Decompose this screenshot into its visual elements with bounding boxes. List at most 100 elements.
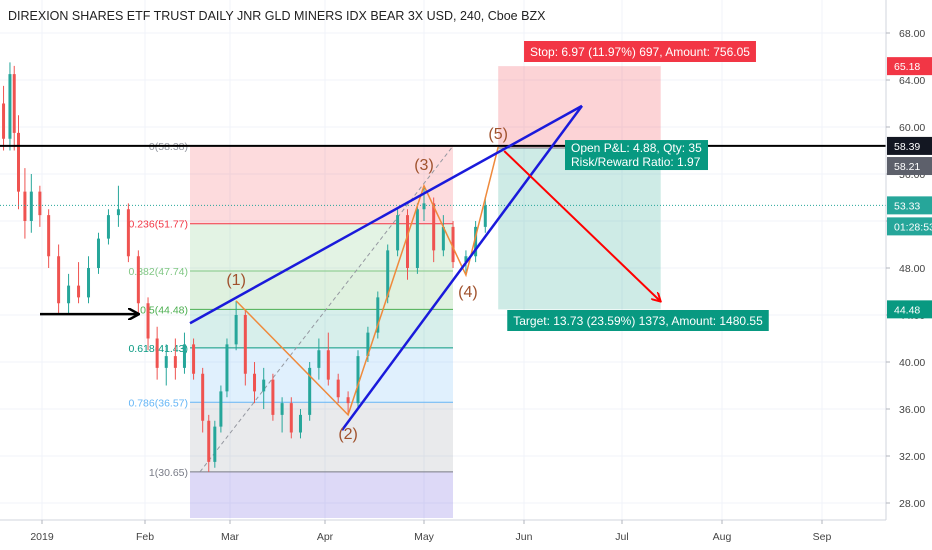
price-badge: [887, 196, 932, 215]
fib-level-label: 0.382(47.74): [128, 266, 188, 278]
candle-body: [29, 191, 33, 221]
candle-body: [415, 209, 419, 268]
candle: [415, 203, 419, 274]
candle-body: [441, 226, 445, 251]
fib-zone-extension: [190, 471, 453, 518]
price-badge: [887, 217, 932, 236]
price-tick-label: 36.00: [899, 404, 925, 416]
price-tick-label: 40.00: [899, 357, 925, 369]
candle-body: [146, 303, 150, 339]
price-tick-label: 64.00: [899, 75, 925, 87]
fib-retracement: 0(58.38) 0.236(51.77) 0.382(47.74) 0.5(44.4…: [128, 141, 454, 518]
candle: [483, 197, 487, 233]
candle: [225, 338, 229, 398]
candle-body: [243, 315, 247, 374]
time-tick-label: Jun: [516, 531, 533, 543]
price-badge: [887, 57, 932, 76]
candle: [346, 391, 350, 415]
candle-body: [57, 256, 61, 304]
candle: [173, 338, 177, 380]
candle-body: [326, 350, 330, 380]
candle-body: [136, 256, 140, 304]
drawings: [0, 104, 886, 431]
wave-label: (1): [226, 272, 246, 289]
time-tick-label: 2019: [30, 531, 54, 543]
time-tick-label: Feb: [136, 531, 154, 543]
candle: [2, 85, 6, 151]
time-tick-label: Aug: [713, 531, 732, 543]
price-badge-label: 01:28:53: [894, 221, 932, 233]
candle: [106, 209, 110, 245]
price-badges: 65.18 58.39 58.21 53.33 01:28:53 44.48: [887, 57, 932, 319]
time-axis[interactable]: 2019 Feb Mar Apr May Jun Jul Aug Sep: [0, 519, 886, 543]
candle-body: [483, 205, 487, 227]
fib-level-label: 0.5(44.48): [140, 304, 188, 316]
overlays: Stop: 6.97 (11.97%) 697, Amount: 756.05 T…: [507, 41, 769, 331]
fib-level-label: 0.786(36.57): [128, 397, 188, 409]
candle: [356, 350, 360, 409]
fib-zone: [190, 271, 453, 310]
candle-body: [346, 397, 350, 404]
candle: [23, 168, 27, 239]
price-tick-label: 48.00: [899, 263, 925, 275]
wave-label: (3): [414, 157, 434, 174]
candle: [271, 373, 275, 421]
stop-label-box-text: Stop: 6.97 (11.97%) 697, Amount: 756.05: [530, 45, 750, 59]
chart-title: DIREXION SHARES ETF TRUST DAILY JNR GLD …: [8, 9, 546, 23]
candle-body: [422, 203, 426, 210]
candle-body: [155, 338, 159, 368]
candle-body: [201, 373, 205, 421]
candle-body: [47, 215, 51, 257]
price-tick-label: 60.00: [899, 122, 925, 134]
candle-body: [396, 215, 400, 251]
candle: [12, 65, 16, 151]
candle: [289, 397, 293, 439]
candle: [146, 297, 150, 351]
candle-body: [116, 209, 120, 216]
wave-label: (5): [488, 126, 508, 143]
candle: [219, 385, 223, 433]
candle: [422, 185, 426, 221]
fib-level-label: 0.236(51.77): [128, 219, 188, 231]
fib-zone: [190, 402, 453, 472]
candle: [67, 273, 71, 315]
candle-body: [298, 414, 302, 433]
candle-body: [12, 74, 16, 133]
candle: [234, 300, 238, 351]
pl-label-text: Open P&L: 4.88, Qty: 35: [571, 141, 702, 155]
price-axis[interactable]: 28.0032.0036.0040.0044.0048.0052.0056.00…: [885, 0, 925, 520]
candle: [38, 185, 42, 227]
candle: [280, 397, 284, 433]
candle: [164, 344, 168, 386]
candle: [8, 62, 12, 151]
wave-label: (2): [338, 426, 358, 443]
candle: [298, 409, 302, 439]
candle-body: [271, 379, 275, 415]
elliott-wave-path: [235, 146, 499, 417]
candle-body: [213, 426, 217, 462]
candle-body: [77, 285, 81, 298]
candle: [29, 174, 33, 233]
candle: [336, 373, 340, 404]
fib-zone: [190, 223, 453, 272]
candle-body: [308, 367, 312, 415]
candle-body: [464, 256, 468, 263]
candle: [192, 338, 196, 380]
candle: [87, 256, 91, 304]
elliott-wave-labels: (1) (2) (3) (4) (5): [226, 126, 508, 443]
wedge-upper-line: [189, 104, 583, 325]
candle: [253, 362, 257, 404]
fib-zone: [190, 146, 453, 224]
price-badge: [887, 157, 932, 176]
candle: [441, 215, 445, 257]
candle-body: [96, 238, 100, 268]
candle: [317, 338, 321, 380]
time-tick-label: Mar: [221, 531, 240, 543]
red-arrow: [503, 150, 660, 301]
candle-body: [106, 215, 110, 239]
fib-zone: [190, 347, 453, 403]
candle: [201, 367, 205, 433]
price-badge-label: 58.21: [894, 161, 920, 173]
candle-body: [192, 344, 196, 374]
